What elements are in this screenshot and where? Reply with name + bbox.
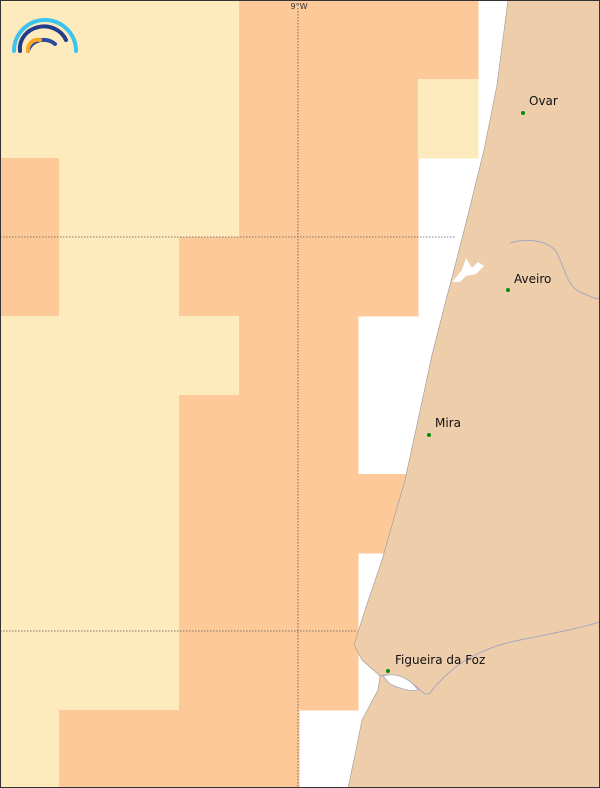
grid-cell-high: [358, 158, 419, 238]
grid-cell-low: [0, 316, 60, 396]
grid-cell-low: [179, 316, 240, 396]
grid-cell-low: [179, 79, 240, 159]
grid-cell-high: [239, 79, 300, 159]
grid-cell-high: [299, 79, 359, 159]
grid-cell-high: [179, 395, 240, 475]
grid-cell-low: [59, 316, 120, 396]
town-label: Figueira da Foz: [395, 653, 485, 667]
grid-cell-high: [179, 237, 240, 317]
grid-cell-high: [239, 158, 300, 238]
grid-cell-low: [119, 79, 180, 159]
land: [347, 0, 600, 788]
grid-cell-high: [358, 237, 419, 317]
town-label: Ovar: [529, 94, 558, 108]
grid-cell-low: [119, 395, 180, 475]
graticule-label: 9°W: [291, 2, 308, 11]
grid-cell-high: [358, 79, 419, 159]
town-label: Aveiro: [514, 272, 551, 286]
grid-cell-high: [0, 237, 60, 317]
grid-cell-low: [59, 631, 120, 711]
grid-cell-high: [59, 710, 120, 788]
grid-cell-low: [119, 316, 180, 396]
grid-cell-low: [119, 553, 180, 632]
grid-cell-low: [119, 237, 180, 317]
grid-cells: [0, 0, 479, 788]
grid-cell-high: [299, 158, 359, 238]
grid-cell-low: [59, 553, 120, 632]
grid-cell-low: [0, 474, 60, 554]
grid-cell-low: [119, 158, 180, 238]
grid-cell-high: [239, 316, 300, 396]
grid-cell-high: [299, 553, 359, 632]
grid-cell-high: [299, 395, 359, 475]
grid-cell-high: [299, 316, 359, 396]
grid-cell-low: [119, 474, 180, 554]
grid-cell-high: [239, 631, 300, 711]
grid-cell-high: [299, 237, 359, 317]
mondego-estuary: [382, 674, 419, 691]
grid-cell-low: [418, 79, 479, 159]
grid-cell-low: [0, 395, 60, 475]
town-marker: [506, 288, 510, 292]
grid-cell-low: [119, 631, 180, 711]
grid-cell-high: [358, 0, 419, 80]
grid-cell-high: [0, 158, 60, 238]
town-label: Mira: [435, 416, 461, 430]
town-marker: [521, 111, 525, 115]
town-marker: [427, 433, 431, 437]
grid-cell-low: [0, 79, 60, 159]
grid-cell-low: [59, 237, 120, 317]
grid-cell-high: [239, 710, 300, 788]
river: [509, 239, 600, 299]
town-figueira-da-foz[interactable]: Figueira da Foz: [386, 653, 485, 673]
grid-cell-low: [0, 631, 60, 711]
grid-cell-low: [59, 0, 120, 80]
grid-cell-high: [239, 395, 300, 475]
grid-cell-low: [59, 395, 120, 475]
grid-cell-high: [239, 237, 300, 317]
grid-cell-low: [179, 0, 240, 80]
grid-cell-low: [179, 158, 240, 238]
town-marker: [386, 669, 390, 673]
grid-cell-low: [0, 553, 60, 632]
grid-cell-high: [179, 631, 240, 711]
grid-cell-high: [179, 710, 240, 788]
grid-cell-high: [179, 553, 240, 632]
town-mira[interactable]: Mira: [427, 416, 461, 437]
grid-cell-high: [239, 474, 300, 554]
grid-cell-high: [239, 0, 300, 80]
aveiro-lagoon: [452, 258, 484, 282]
grid-cell-low: [0, 710, 60, 788]
grid-cell-high: [299, 631, 359, 711]
rainbow-arcs-logo: [12, 18, 78, 53]
grid-cell-low: [119, 0, 180, 80]
grid-cell-high: [119, 710, 180, 788]
grid-cell-high: [418, 0, 479, 80]
grid-cell-high: [299, 474, 359, 554]
grid-cell-low: [59, 158, 120, 238]
grid-cell-high: [239, 553, 300, 632]
town-aveiro[interactable]: Aveiro: [506, 272, 551, 292]
grid-cell-high: [179, 474, 240, 554]
town-ovar[interactable]: Ovar: [521, 94, 558, 115]
grid-cell-high: [299, 0, 359, 80]
grid-cell-low: [59, 79, 120, 159]
grid-cell-low: [59, 474, 120, 554]
